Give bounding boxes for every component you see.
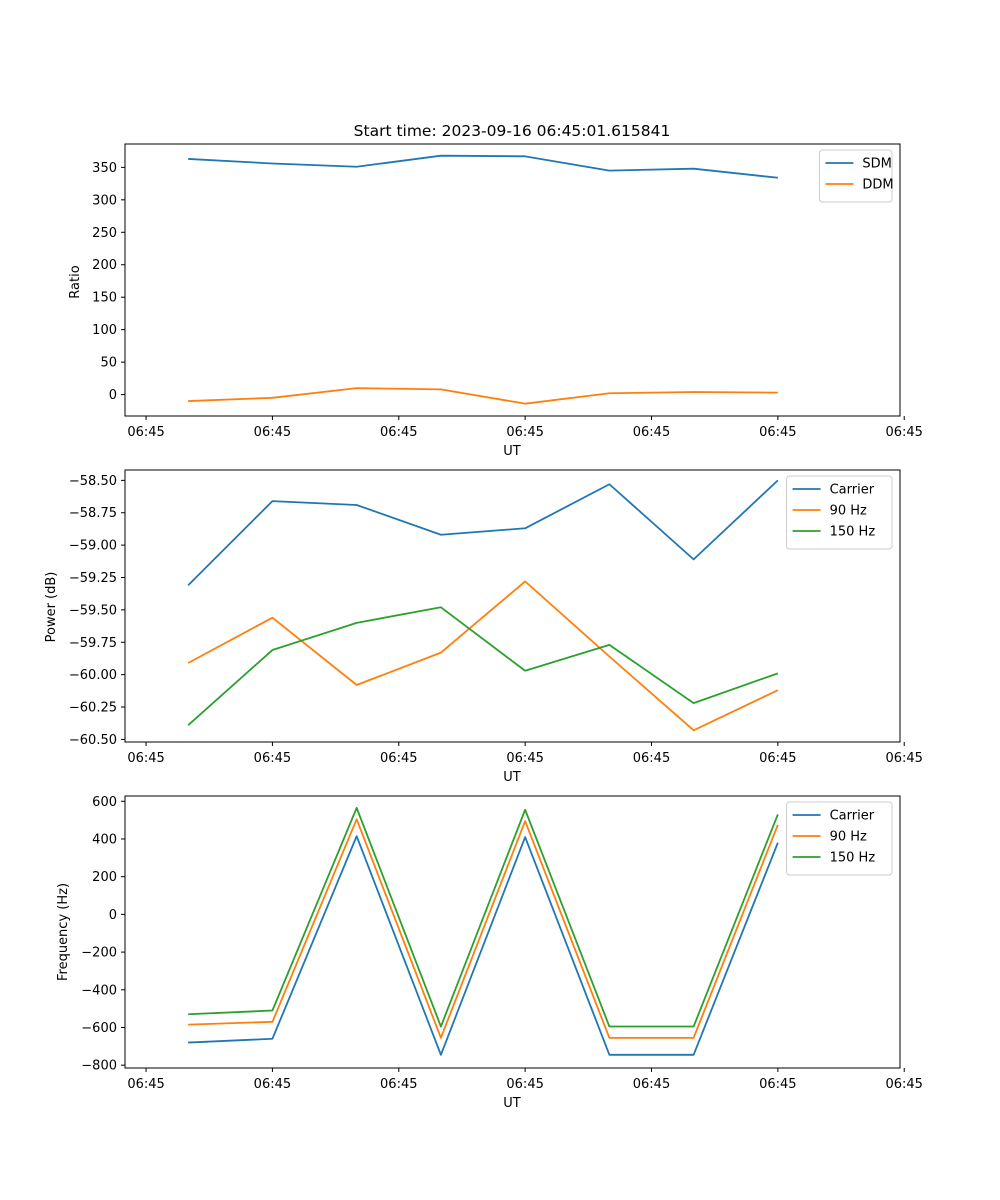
y-tick-label: 300	[92, 193, 117, 208]
y-tick-label: 250	[92, 226, 117, 241]
legend-label: Carrier	[830, 483, 875, 498]
y-tick-label: 200	[92, 258, 117, 273]
legend-label: DDM	[862, 178, 893, 193]
legend-label: 150 Hz	[830, 525, 876, 540]
frequency-panel: 06:45 06:45 06:45 06:45 06:45 06:45 06:45 −800 −…	[56, 795, 923, 1111]
x-tick-label: 06:45	[885, 751, 922, 766]
y-tick-label: 200	[92, 870, 117, 885]
series-line-carrier	[188, 835, 779, 1056]
series-line-150-hz	[187, 606, 779, 726]
y-tick-label: −59.00	[69, 539, 117, 554]
series-line-90-hz	[187, 580, 779, 732]
x-tick-label: 06:45	[380, 425, 417, 440]
x-tick-label: 06:45	[127, 425, 164, 440]
y-tick-label: −200	[81, 946, 117, 961]
legend-label: Carrier	[830, 809, 875, 824]
x-tick-label: 06:45	[254, 1077, 291, 1092]
x-tick-label: 06:45	[254, 751, 291, 766]
series-line-carrier	[187, 479, 779, 586]
legend-label: 150 Hz	[830, 851, 876, 866]
x-tick-label: 06:45	[380, 751, 417, 766]
ratio-panel: Start time: 2023-09-16 06:45:01.615841 0…	[68, 122, 923, 459]
y-tick-label: −400	[81, 983, 117, 998]
y-tick-label: 0	[109, 908, 117, 923]
y-tick-label: −58.50	[69, 474, 117, 489]
x-tick-label: 06:45	[506, 751, 543, 766]
x-tick-label: 06:45	[633, 1077, 670, 1092]
plot-frame	[124, 795, 901, 1069]
x-tick-label: 06:45	[506, 425, 543, 440]
x-tick-label: 06:45	[885, 1077, 922, 1092]
x-tick-label: 06:45	[254, 425, 291, 440]
y-tick-label: 0	[109, 388, 117, 403]
series-line-ddm	[188, 387, 778, 405]
x-tick-label: 06:45	[759, 425, 796, 440]
x-tick-label: 06:45	[885, 425, 922, 440]
y-tick-label: 600	[92, 795, 117, 810]
y-tick-label: 100	[92, 323, 117, 338]
y-axis-label: Frequency (Hz)	[56, 883, 71, 981]
x-tick-label: 06:45	[759, 751, 796, 766]
series-line-150-hz	[188, 806, 779, 1028]
y-tick-label: −60.50	[69, 733, 117, 748]
x-tick-label: 06:45	[633, 751, 670, 766]
power-panel: 06:45 06:45 06:45 06:45 06:45 06:45 06:45 −60.5…	[44, 469, 923, 785]
x-tick-label: 06:45	[759, 1077, 796, 1092]
x-tick-label: 06:45	[127, 1077, 164, 1092]
y-tick-label: 350	[92, 161, 117, 176]
y-tick-label: −59.25	[69, 571, 117, 586]
plot-frame	[124, 143, 901, 417]
y-tick-label: −60.00	[69, 668, 117, 683]
legend-label: 90 Hz	[830, 504, 867, 519]
x-tick-label: 06:45	[127, 751, 164, 766]
plot-frame	[124, 469, 901, 743]
y-tick-label: −60.25	[69, 701, 117, 716]
x-axis-label: UT	[503, 444, 521, 459]
y-axis-label: Power (dB)	[44, 572, 59, 643]
x-tick-label: 06:45	[380, 1077, 417, 1092]
y-axis-label: Ratio	[68, 265, 83, 298]
y-tick-label: 50	[100, 356, 117, 371]
y-tick-label: −600	[81, 1021, 117, 1036]
series-line-sdm	[188, 154, 778, 179]
y-tick-label: −59.75	[69, 636, 117, 651]
legend-label: 90 Hz	[830, 830, 867, 845]
y-tick-label: 400	[92, 832, 117, 847]
y-tick-label: −58.75	[69, 506, 117, 521]
y-tick-label: 150	[92, 291, 117, 306]
series-line-90-hz	[188, 818, 779, 1039]
x-tick-label: 06:45	[506, 1077, 543, 1092]
x-axis-label: UT	[503, 770, 521, 785]
x-tick-label: 06:45	[633, 425, 670, 440]
chart-title: Start time: 2023-09-16 06:45:01.615841	[354, 122, 671, 140]
y-tick-label: −59.50	[69, 603, 117, 618]
legend-label: SDM	[862, 157, 891, 172]
y-tick-label: −800	[81, 1059, 117, 1074]
x-axis-label: UT	[503, 1096, 521, 1111]
